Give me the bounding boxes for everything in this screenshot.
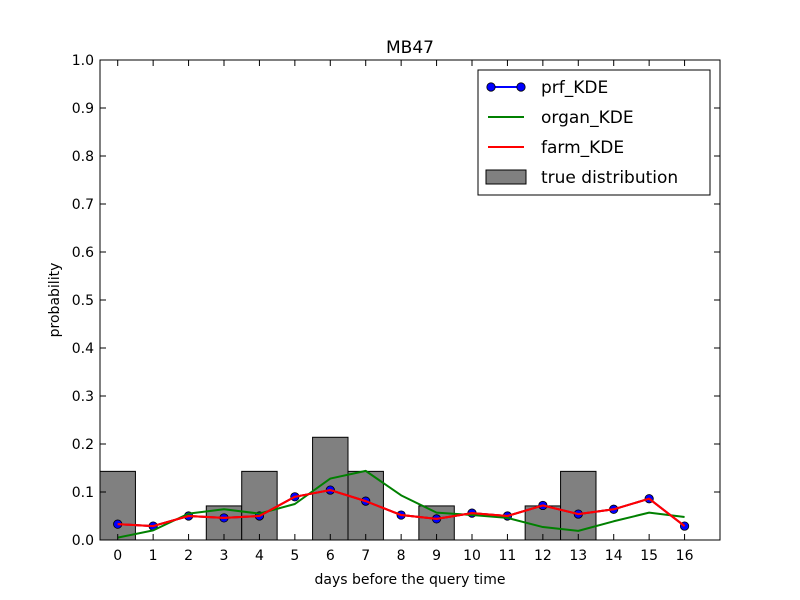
x-tick-label-8: 8 — [397, 548, 406, 564]
legend-label-2: farm_KDE — [541, 138, 624, 158]
chart-title: MB47 — [386, 38, 434, 58]
y-tick-label-8: 0.8 — [72, 149, 94, 165]
x-tick-label-10: 10 — [463, 548, 481, 564]
x-tick-label-0: 0 — [113, 548, 122, 564]
x-tick-label-5: 5 — [290, 548, 299, 564]
x-tick-label-4: 4 — [255, 548, 264, 564]
x-tick-label-3: 3 — [220, 548, 229, 564]
x-tick-label-16: 16 — [676, 548, 694, 564]
y-tick-label-0: 0.0 — [72, 533, 94, 549]
x-tick-label-13: 13 — [569, 548, 587, 564]
y-axis-ticks: 0.0 0.1 0.2 0.3 0.4 0.5 0.6 0.7 0.8 0.9 1.0 — [72, 53, 720, 549]
legend-marker-prf_KDE-b — [516, 82, 526, 92]
legend-label-3: true distribution — [541, 168, 678, 188]
x-tick-label-1: 1 — [149, 548, 158, 564]
x-axis-ticks: 0 1 2 3 4 5 6 7 8 9 10 11 12 13 14 15 16 — [113, 60, 694, 564]
histogram-bar-4 — [241, 470, 278, 541]
x-tick-label-7: 7 — [361, 548, 370, 564]
series-line-organ_KDE — [117, 469, 685, 539]
x-tick-label-15: 15 — [640, 548, 658, 564]
x-tick-label-6: 6 — [326, 548, 335, 564]
y-tick-label-7: 0.7 — [72, 197, 94, 213]
x-tick-label-9: 9 — [432, 548, 441, 564]
y-tick-label-3: 0.3 — [72, 389, 94, 405]
y-tick-label-10: 1.0 — [72, 53, 94, 69]
x-tick-label-12: 12 — [534, 548, 552, 564]
legend-swatch-histogram — [485, 169, 527, 185]
y-tick-label-6: 0.6 — [72, 245, 94, 261]
y-tick-label-9: 0.9 — [72, 101, 94, 117]
x-tick-label-11: 11 — [499, 548, 517, 564]
legend-marker-prf_KDE-a — [486, 82, 496, 92]
x-tick-label-14: 14 — [605, 548, 623, 564]
y-tick-label-5: 0.5 — [72, 293, 94, 309]
histogram-bar-0 — [99, 470, 136, 541]
y-tick-label-4: 0.4 — [72, 341, 94, 357]
y-axis-label: probability — [47, 263, 63, 338]
legend-label-1: organ_KDE — [541, 108, 634, 128]
x-tick-label-2: 2 — [184, 548, 193, 564]
legend-label-0: prf_KDE — [541, 78, 608, 98]
series-line-overlay-farm_KDE — [117, 489, 686, 528]
y-tick-label-1: 0.1 — [72, 485, 94, 501]
x-axis-label: days before the query time — [315, 572, 506, 588]
y-tick-label-2: 0.2 — [72, 437, 94, 453]
series-lines — [113, 469, 690, 539]
